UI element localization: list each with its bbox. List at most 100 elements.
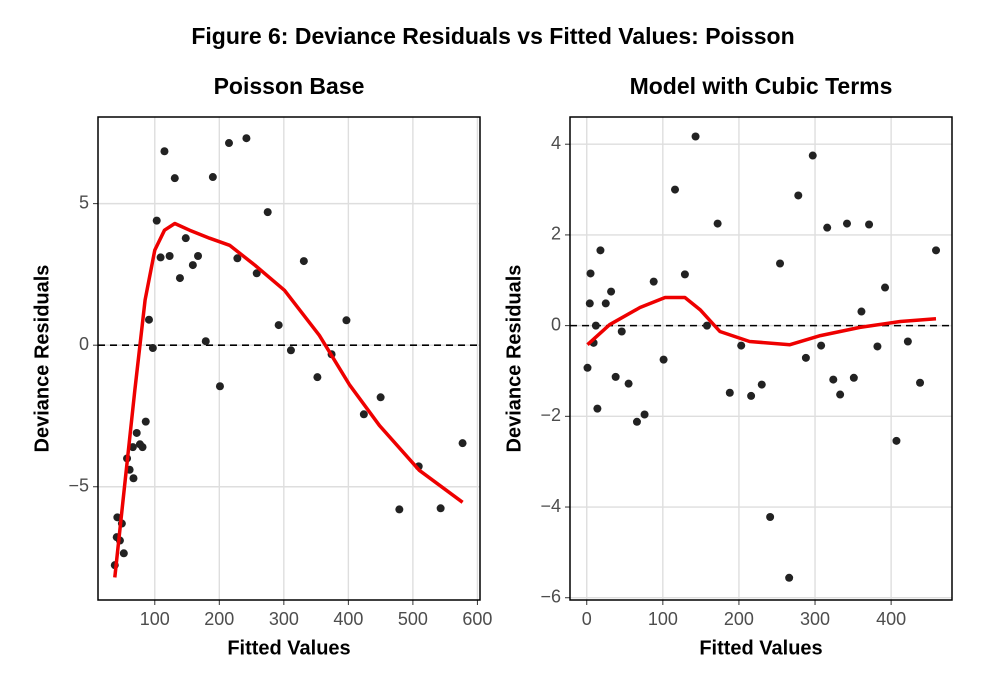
point [132,428,141,437]
x-tick-label: 200 [724,609,754,629]
point [175,274,184,283]
point [757,380,766,389]
point [299,257,308,266]
point [785,573,794,582]
point [160,147,169,156]
point [215,382,224,391]
point [181,234,190,243]
point [188,261,197,270]
point [932,246,941,255]
point [165,252,174,261]
point [170,174,179,183]
point [359,410,368,419]
plot-border [569,116,953,601]
point [201,337,210,346]
point [233,254,242,263]
point [586,269,595,278]
point [873,342,882,351]
point [766,513,775,522]
smooth-line [586,295,937,347]
point [916,378,925,387]
figure-title: Figure 6: Deviance Residuals vs Fitted V… [191,23,794,49]
point [152,216,161,225]
y-tick-label: 0 [79,334,89,354]
point [725,388,734,397]
x-tick-label: 100 [648,609,678,629]
y-tick-label: −4 [540,496,561,516]
point [286,346,295,355]
point [156,253,165,262]
point [144,315,153,324]
point [611,372,620,381]
y-tick-label: −6 [540,586,561,606]
smooth-line [113,221,464,578]
point [342,316,351,325]
x-axis-label: Fitted Values [699,637,822,659]
x-tick-label: 0 [582,609,592,629]
point [458,439,467,448]
y-tick-label: 2 [551,224,561,244]
point [224,139,233,148]
point [881,283,890,292]
x-tick-label: 600 [462,609,492,629]
point [128,443,137,452]
y-tick-label: 4 [551,133,561,153]
point [263,208,272,217]
point [737,341,746,350]
point [836,390,845,399]
point [691,132,700,141]
point [138,443,147,452]
point [395,505,404,514]
point [659,355,668,364]
point [801,353,810,362]
point [593,404,602,413]
point [607,287,616,296]
y-axis-label: Deviance Residuals [503,265,525,453]
point [601,299,610,308]
point [776,259,785,268]
x-tick-label: 500 [398,609,428,629]
point [591,321,600,330]
point [671,185,680,194]
x-tick-label: 300 [800,609,830,629]
point [194,252,203,261]
point [583,363,592,372]
point [680,270,689,279]
point [823,223,832,232]
y-tick-label: −5 [68,476,89,496]
point [274,321,283,330]
point [817,341,826,350]
point [857,307,866,316]
y-tick-label: −2 [540,405,561,425]
point [141,417,150,426]
point [617,327,626,336]
y-tick-label: 0 [551,314,561,334]
point [208,173,217,182]
point [148,344,157,353]
plot-border [97,116,481,601]
y-tick-label: 5 [79,192,89,212]
point [713,219,722,228]
point [808,151,817,160]
point [849,373,858,382]
x-axis-label: Fitted Values [227,637,350,659]
point [903,337,912,346]
point [632,417,641,426]
panel: Poisson Base 100 200 300 400 500 600 −5 0 5 Fitted… [31,73,492,659]
x-tick-label: 200 [204,609,234,629]
x-tick-label: 100 [140,609,170,629]
x-tick-label: 400 [333,609,363,629]
point [865,220,874,229]
x-tick-label: 300 [269,609,299,629]
point [702,321,711,330]
panel-title: Model with Cubic Terms [630,73,893,99]
point [436,504,445,513]
point [640,410,649,419]
point [119,549,128,558]
point [376,393,385,402]
point [747,391,756,400]
point [842,219,851,228]
point [829,375,838,384]
point [624,379,633,388]
